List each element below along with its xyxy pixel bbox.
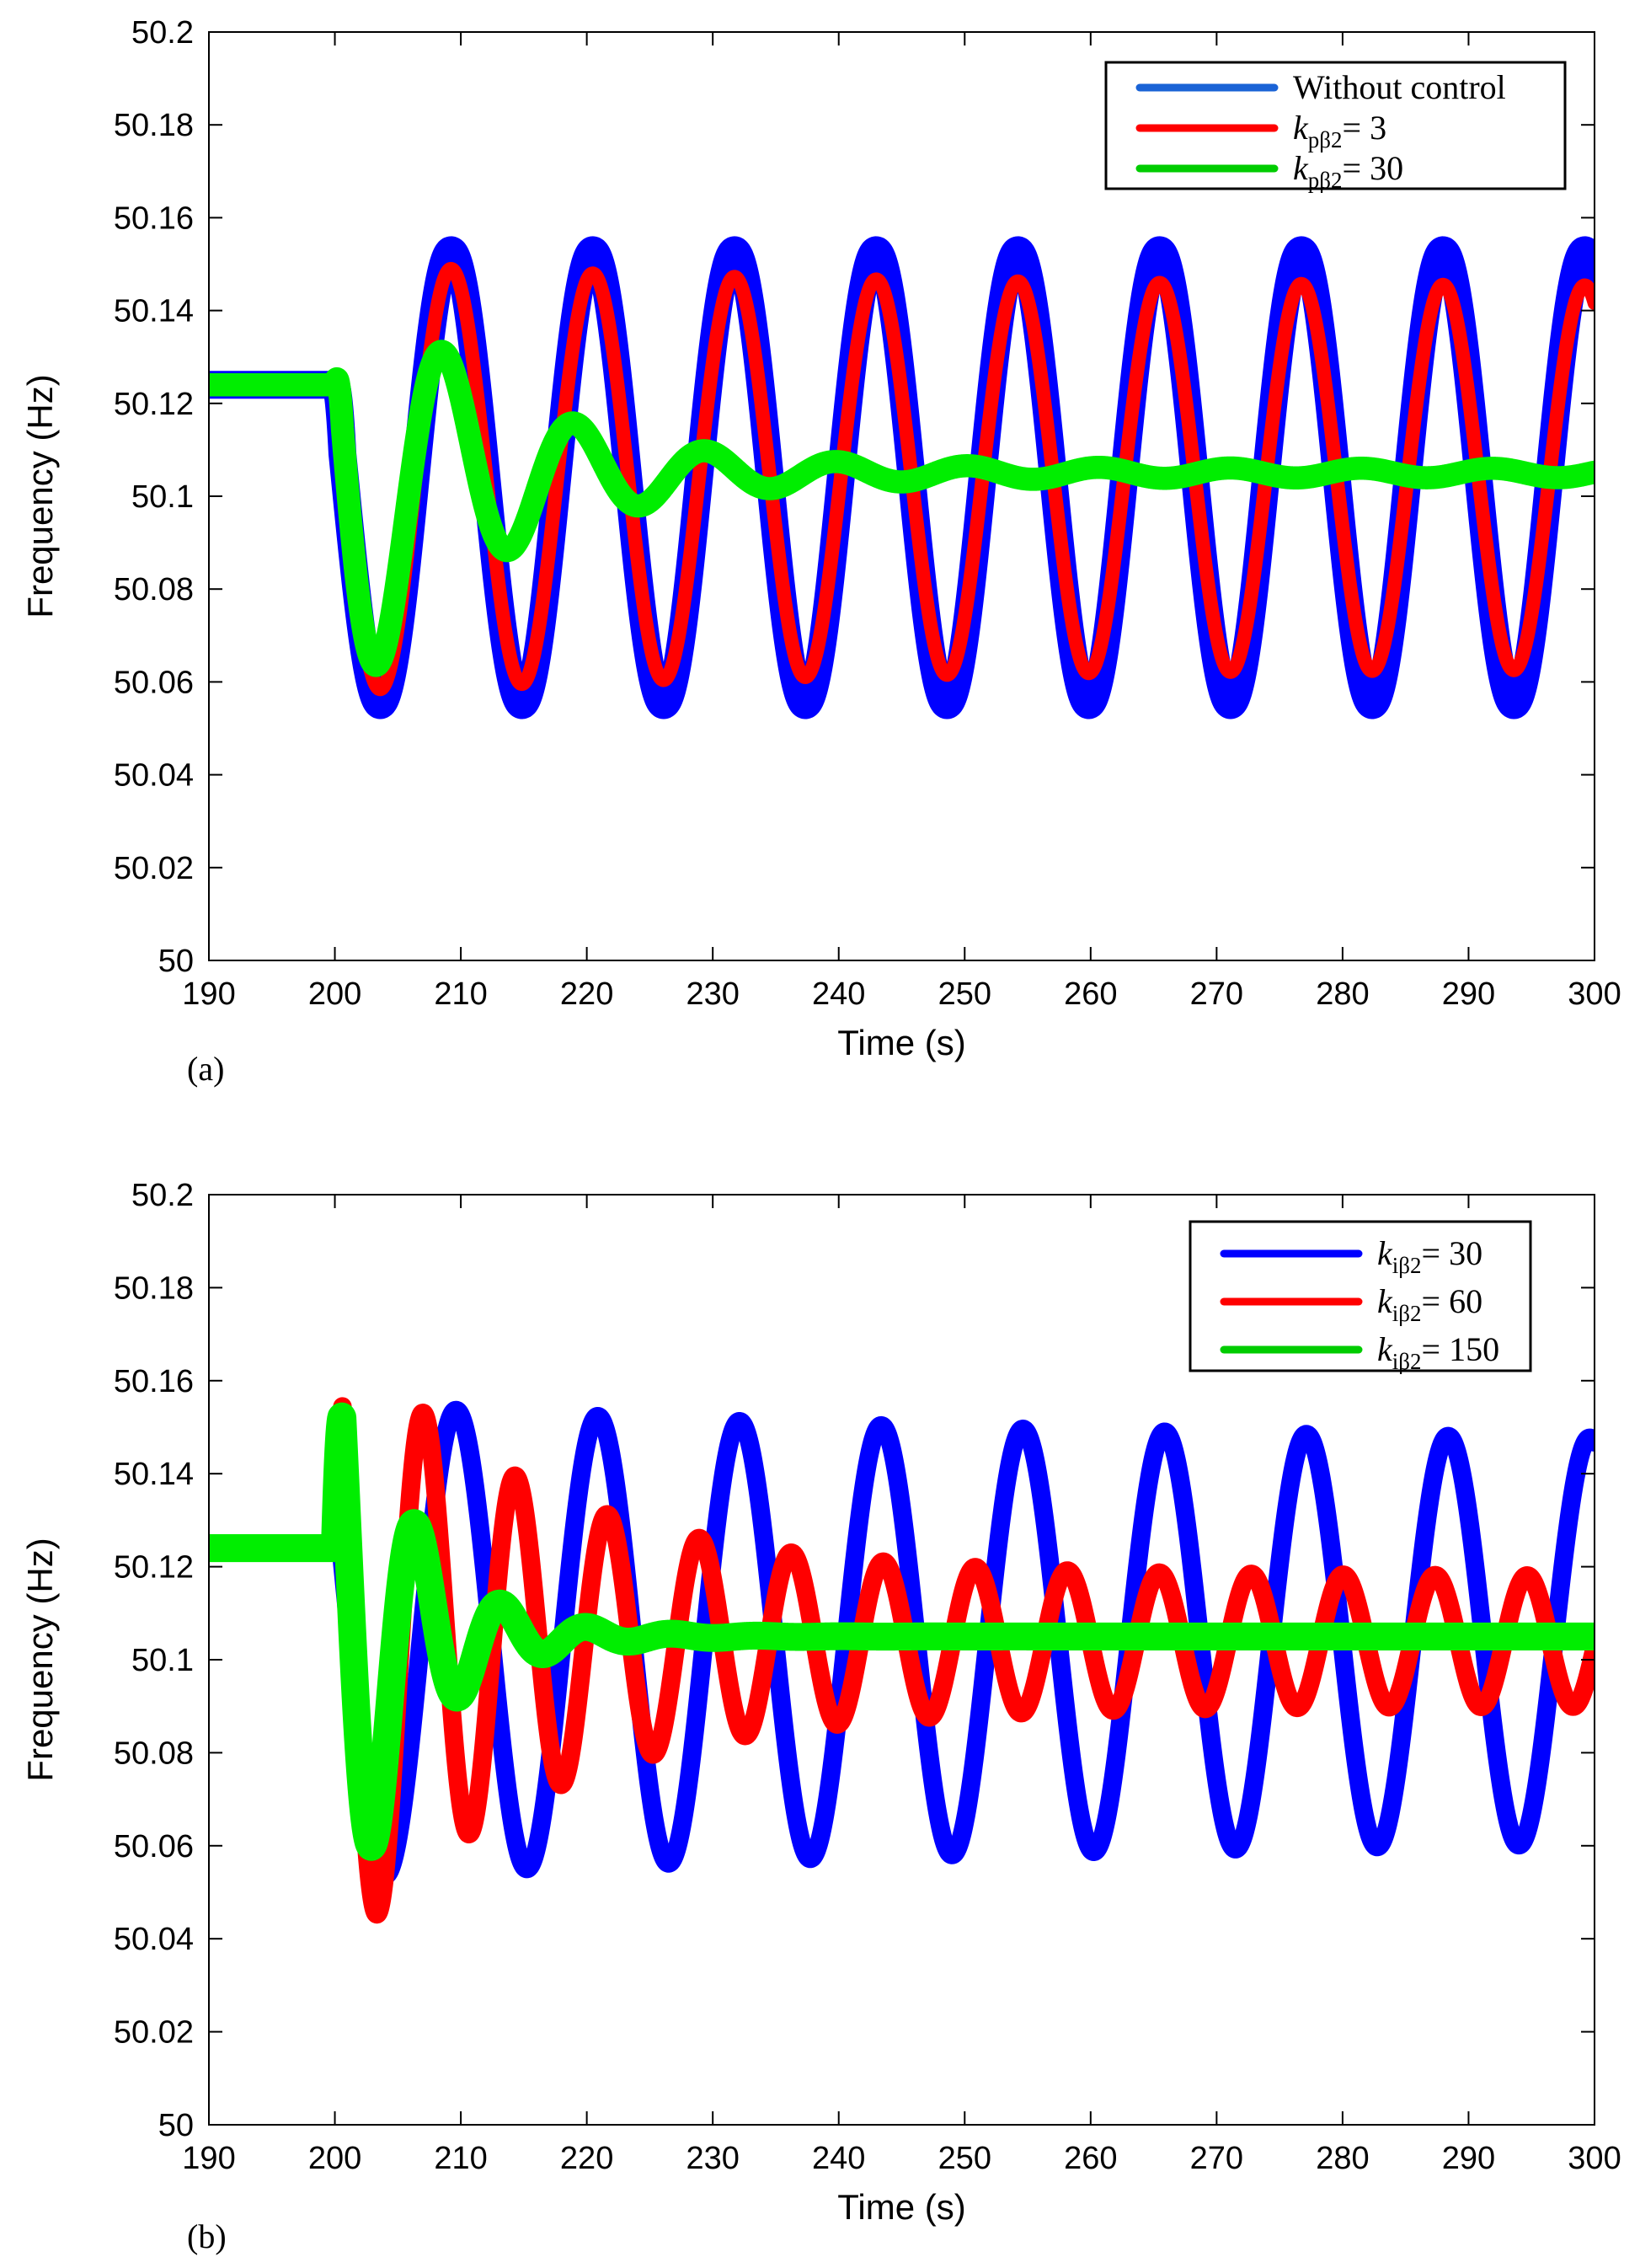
- y-tick-label: 50.16: [114, 1364, 194, 1399]
- series-layer-b: [209, 1397, 1595, 1924]
- x-tick-label: 270: [1190, 976, 1243, 1012]
- y-axis-label-a: Frequency (Hz): [20, 374, 60, 618]
- x-tick-label: 280: [1316, 976, 1369, 1012]
- y-tick-label: 50.2: [131, 1178, 194, 1213]
- x-tick-label: 220: [560, 976, 613, 1012]
- y-tick-label: 50.12: [114, 387, 194, 422]
- x-tick-label: 280: [1316, 2141, 1369, 2176]
- x-tick-label: 300: [1568, 2141, 1621, 2176]
- x-axis-label-a: Time (s): [837, 1023, 965, 1062]
- y-tick-label: 50.02: [114, 851, 194, 886]
- y-tick-label: 50.08: [114, 572, 194, 607]
- x-tick-label: 190: [182, 2141, 235, 2176]
- panel-label-b: (b): [187, 2217, 227, 2255]
- x-tick-label: 200: [308, 2141, 361, 2176]
- y-tick-label: 50.06: [114, 1829, 194, 1864]
- y-tick-label: 50.02: [114, 2015, 194, 2051]
- series-line-b-2: [209, 1402, 1595, 1861]
- x-tick-label: 210: [434, 2141, 487, 2176]
- x-axis-label-b: Time (s): [837, 2187, 965, 2227]
- legend-label: Without control: [1293, 68, 1506, 106]
- y-tick-label: 50.12: [114, 1550, 194, 1586]
- x-tick-label: 200: [308, 976, 361, 1012]
- y-tick-label: 50.2: [131, 15, 194, 51]
- x-tick-label: 290: [1442, 976, 1495, 1012]
- x-tick-label: 260: [1064, 976, 1117, 1012]
- x-tick-label: 270: [1190, 2141, 1243, 2176]
- y-axis-label-b: Frequency (Hz): [20, 1538, 60, 1781]
- panel-b: 190 200 210 220 230 240 250 260 270 280 290 300 50 50…: [20, 1178, 1621, 2255]
- legend-label: kiβ2= 60: [1377, 1282, 1482, 1326]
- x-tick-label: 190: [182, 976, 235, 1012]
- x-tick-label: 260: [1064, 2141, 1117, 2176]
- y-tick-label: 50: [158, 944, 194, 979]
- y-tick-label: 50.16: [114, 201, 194, 236]
- y-tick-label: 50.04: [114, 1922, 194, 1957]
- x-tick-label: 240: [812, 976, 865, 1012]
- x-tick-label: 230: [686, 2141, 739, 2176]
- x-tick-label: 250: [938, 2141, 991, 2176]
- series-layer-a: [209, 236, 1595, 719]
- series-line-a-2: [209, 340, 1595, 677]
- y-tick-label: 50.18: [114, 108, 194, 143]
- y-tick-label: 50: [158, 2108, 194, 2143]
- y-tick-label: 50.18: [114, 1270, 194, 1306]
- y-tick-label: 50.1: [131, 1643, 194, 1678]
- tick-layer-b: 190 200 210 220 230 240 250 260 270 280 290 300 50 50…: [114, 1178, 1621, 2176]
- y-tick-label: 50.04: [114, 758, 194, 794]
- x-tick-label: 210: [434, 976, 487, 1012]
- legend-label: kiβ2= 30: [1377, 1234, 1482, 1278]
- x-tick-label: 230: [686, 976, 739, 1012]
- legend-label: kpβ2= 30: [1293, 149, 1403, 193]
- tick-layer-a: 190 200 210 220 230 240 250 260 270 280 290 300 50 50…: [114, 15, 1621, 1012]
- x-tick-label: 220: [560, 2141, 613, 2176]
- y-tick-label: 50.06: [114, 665, 194, 700]
- series-line-a-1: [209, 261, 1595, 697]
- x-tick-label: 290: [1442, 2141, 1495, 2176]
- x-tick-label: 250: [938, 976, 991, 1012]
- panel-label-a: (a): [187, 1050, 224, 1088]
- legend-label: kiβ2= 150: [1377, 1330, 1499, 1374]
- y-tick-label: 50.14: [114, 294, 194, 329]
- x-tick-label: 300: [1568, 976, 1621, 1012]
- legend-label: kpβ2= 3: [1293, 109, 1386, 152]
- y-tick-label: 50.08: [114, 1736, 194, 1771]
- y-tick-label: 50.1: [131, 479, 194, 515]
- x-tick-label: 240: [812, 2141, 865, 2176]
- y-tick-label: 50.14: [114, 1457, 194, 1492]
- panel-a: 190 200 210 220 230 240 250 260 270 280 290 300 50 50…: [20, 15, 1621, 1088]
